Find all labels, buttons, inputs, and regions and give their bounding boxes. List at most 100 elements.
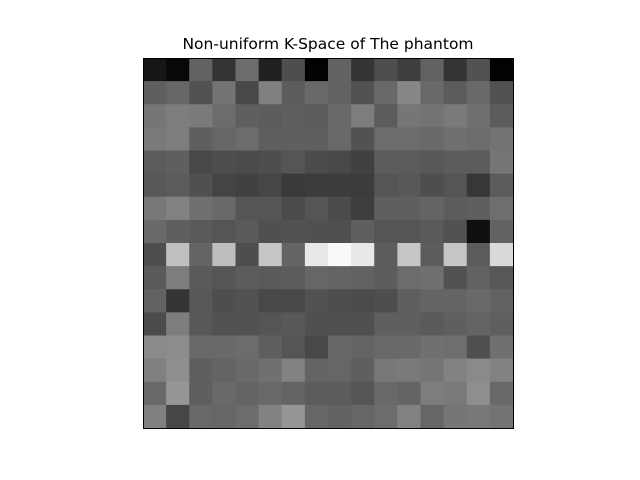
chart-title: Non-uniform K-Space of The phantom <box>182 35 473 53</box>
heatmap-cell-r11-c14 <box>466 312 491 336</box>
heatmap-cell-r9-c1 <box>166 266 190 290</box>
heatmap-cell-r4-c8 <box>328 150 352 175</box>
heatmap-cell-r12-c6 <box>281 335 306 360</box>
heatmap-cell-r15-c6 <box>281 404 306 429</box>
heatmap-cell-r8-c11 <box>397 243 421 267</box>
heatmap-cell-r10-c6 <box>281 289 306 313</box>
heatmap-cell-r10-c11 <box>397 289 421 313</box>
heatmap-cell-r0-c1 <box>166 58 190 82</box>
heatmap-cell-r3-c1 <box>166 127 190 151</box>
heatmap-cell-r12-c13 <box>443 335 468 360</box>
heatmap-cell-r7-c7 <box>304 219 329 244</box>
heatmap-cell-r10-c9 <box>351 289 375 313</box>
heatmap-cell-r13-c8 <box>328 358 352 383</box>
heatmap-cell-r9-c6 <box>281 266 306 290</box>
heatmap-cell-r13-c9 <box>351 358 375 383</box>
heatmap-cell-r1-c0 <box>143 81 167 105</box>
heatmap-cell-r0-c8 <box>328 58 352 82</box>
heatmap-cell-r6-c7 <box>304 196 329 221</box>
heatmap-cell-r12-c9 <box>351 335 375 360</box>
heatmap-cell-r11-c11 <box>397 312 421 336</box>
heatmap-cell-r1-c7 <box>304 81 329 105</box>
heatmap-cell-r14-c14 <box>466 381 491 406</box>
heatmap-cell-r0-c13 <box>443 58 468 82</box>
heatmap-cell-r0-c14 <box>466 58 491 82</box>
heatmap-cell-r15-c15 <box>489 404 514 429</box>
heatmap-cell-r8-c6 <box>281 243 306 267</box>
heatmap-cell-r12-c11 <box>397 335 421 360</box>
heatmap-cell-r3-c9 <box>351 127 375 151</box>
heatmap-cell-r0-c12 <box>420 58 445 82</box>
heatmap-cell-r13-c14 <box>466 358 491 383</box>
heatmap-cell-r5-c2 <box>189 173 213 198</box>
heatmap-cell-r10-c12 <box>420 289 445 313</box>
heatmap-cell-r7-c14 <box>466 219 491 244</box>
heatmap-cell-r12-c15 <box>489 335 514 360</box>
heatmap-cell-r10-c3 <box>212 289 236 313</box>
heatmap-cell-r2-c5 <box>258 104 283 128</box>
heatmap-cell-r1-c2 <box>189 81 213 105</box>
heatmap-cell-r3-c15 <box>489 127 514 151</box>
heatmap-cell-r1-c3 <box>212 81 236 105</box>
heatmap-cell-r8-c2 <box>189 243 213 267</box>
heatmap-cell-r12-c0 <box>143 335 167 360</box>
heatmap-cell-r5-c1 <box>166 173 190 198</box>
heatmap-cell-r13-c1 <box>166 358 190 383</box>
heatmap-cell-r10-c10 <box>374 289 398 313</box>
heatmap-cell-r0-c6 <box>281 58 306 82</box>
heatmap-cell-r11-c13 <box>443 312 468 336</box>
heatmap-cell-r7-c1 <box>166 219 190 244</box>
heatmap-cell-r15-c8 <box>328 404 352 429</box>
heatmap-cell-r15-c13 <box>443 404 468 429</box>
heatmap-cell-r2-c13 <box>443 104 468 128</box>
heatmap-cell-r4-c6 <box>281 150 306 175</box>
heatmap-cell-r11-c1 <box>166 312 190 336</box>
heatmap-cell-r5-c8 <box>328 173 352 198</box>
heatmap-cell-r6-c6 <box>281 196 306 221</box>
heatmap-cell-r3-c13 <box>443 127 468 151</box>
heatmap-cell-r14-c12 <box>420 381 445 406</box>
heatmap-cell-r0-c4 <box>235 58 260 82</box>
heatmap-cell-r9-c9 <box>351 266 375 290</box>
heatmap-cell-r2-c10 <box>374 104 398 128</box>
heatmap-cell-r6-c1 <box>166 196 190 221</box>
heatmap-cell-r4-c11 <box>397 150 421 175</box>
heatmap-cell-r8-c15 <box>489 243 514 267</box>
heatmap-cell-r5-c5 <box>258 173 283 198</box>
heatmap-cell-r4-c4 <box>235 150 260 175</box>
heatmap-cell-r1-c11 <box>397 81 421 105</box>
heatmap-cell-r10-c5 <box>258 289 283 313</box>
heatmap-cell-r11-c15 <box>489 312 514 336</box>
heatmap-grid <box>143 58 514 429</box>
heatmap-cell-r14-c4 <box>235 381 260 406</box>
heatmap-cell-r13-c11 <box>397 358 421 383</box>
heatmap-cell-r4-c10 <box>374 150 398 175</box>
heatmap-cell-r7-c3 <box>212 219 236 244</box>
heatmap-cell-r8-c7 <box>304 243 329 267</box>
heatmap-cell-r9-c11 <box>397 266 421 290</box>
heatmap-cell-r11-c2 <box>189 312 213 336</box>
heatmap-cell-r6-c3 <box>212 196 236 221</box>
heatmap-cell-r3-c10 <box>374 127 398 151</box>
heatmap-cell-r0-c5 <box>258 58 283 82</box>
heatmap-cell-r0-c11 <box>397 58 421 82</box>
heatmap-cell-r3-c2 <box>189 127 213 151</box>
heatmap-cell-r13-c12 <box>420 358 445 383</box>
heatmap-cell-r11-c10 <box>374 312 398 336</box>
heatmap-cell-r10-c8 <box>328 289 352 313</box>
heatmap-cell-r9-c4 <box>235 266 260 290</box>
heatmap-cell-r11-c4 <box>235 312 260 336</box>
heatmap-cell-r1-c1 <box>166 81 190 105</box>
heatmap-cell-r7-c5 <box>258 219 283 244</box>
heatmap-cell-r5-c3 <box>212 173 236 198</box>
heatmap-cell-r2-c15 <box>489 104 514 128</box>
heatmap-cell-r3-c14 <box>466 127 491 151</box>
heatmap-cell-r13-c0 <box>143 358 167 383</box>
heatmap-cell-r5-c13 <box>443 173 468 198</box>
heatmap-cell-r1-c6 <box>281 81 306 105</box>
heatmap-cell-r9-c12 <box>420 266 445 290</box>
heatmap-cell-r4-c15 <box>489 150 514 175</box>
heatmap-cell-r7-c6 <box>281 219 306 244</box>
heatmap-cell-r8-c9 <box>351 243 375 267</box>
heatmap-cell-r7-c10 <box>374 219 398 244</box>
